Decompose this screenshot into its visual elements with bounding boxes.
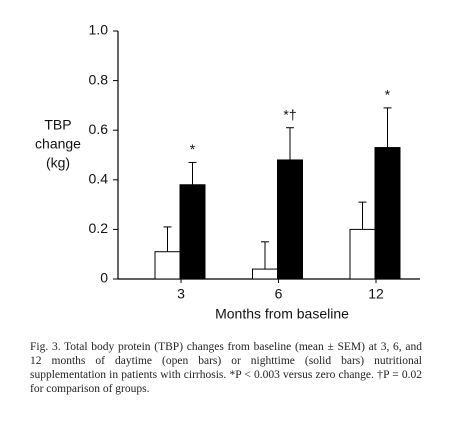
y-tick-label: 0.8 (89, 71, 109, 87)
x-tick-label: 12 (368, 286, 384, 302)
annotation: * (385, 87, 391, 103)
caption: Fig. 3. Total body protein (TBP) changes… (30, 341, 422, 395)
annotation: *† (283, 106, 296, 122)
y-axis-label: TBP (44, 117, 71, 133)
annotation: * (190, 141, 196, 157)
bar (154, 251, 181, 280)
bar (277, 159, 303, 280)
bar (349, 228, 376, 280)
y-tick-label: 1.0 (89, 22, 109, 38)
y-tick-label: 0.6 (89, 121, 109, 137)
y-tick-label: 0.4 (89, 171, 109, 187)
chart: Months from baseline TBP change (kg) 0 0.2 0.… (35, 22, 420, 322)
bar (374, 147, 401, 280)
x-axis-label: Months from baseline (215, 306, 349, 322)
x-tick-label: 6 (275, 286, 283, 302)
bar (179, 184, 206, 280)
y-axis-label: (kg) (46, 155, 70, 171)
y-tick-label: 0.2 (89, 220, 109, 236)
x-tick-label: 3 (177, 286, 185, 302)
y-axis-label: change (35, 136, 81, 152)
y-tick-label: 0 (100, 270, 108, 286)
bar (252, 268, 278, 280)
